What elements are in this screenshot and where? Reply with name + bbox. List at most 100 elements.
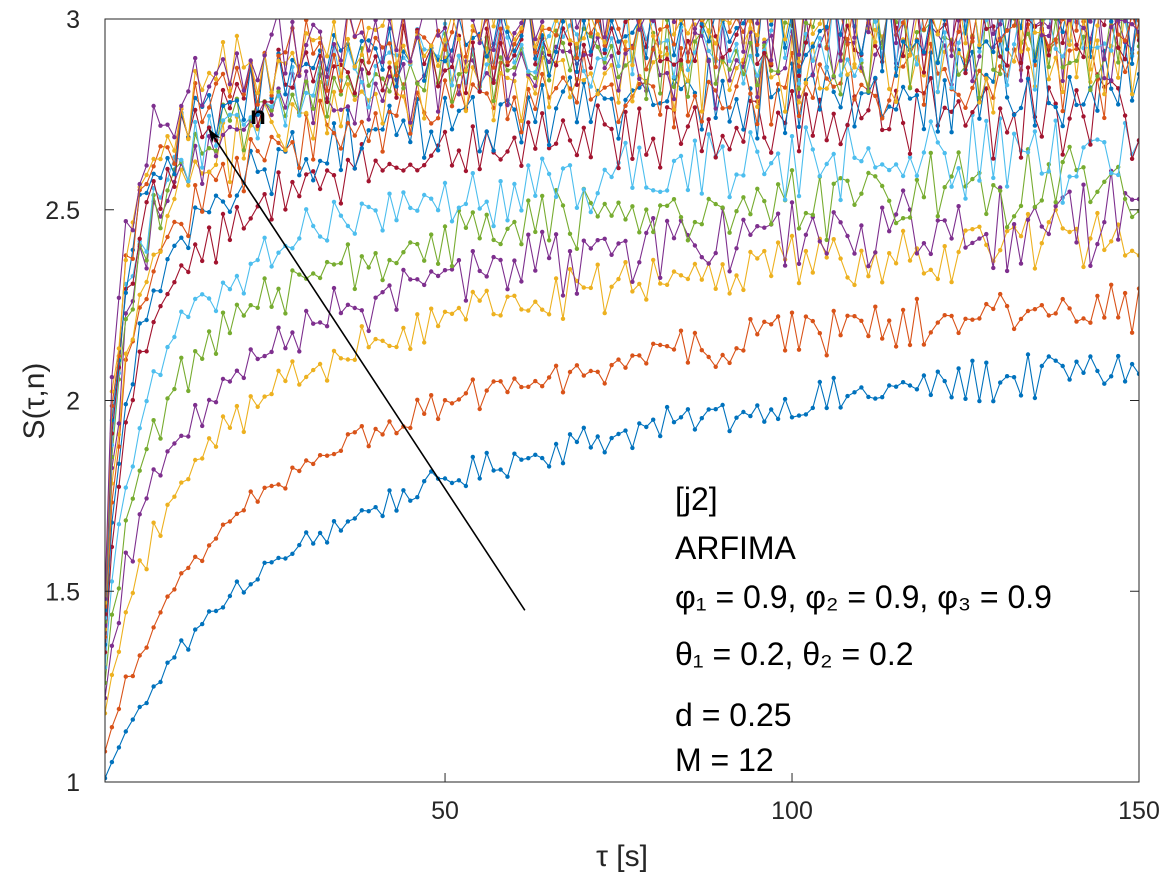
data-point <box>699 191 704 196</box>
data-point <box>1053 358 1058 363</box>
data-point <box>105 611 108 617</box>
data-point <box>893 344 899 349</box>
data-point <box>769 322 774 327</box>
data-point <box>1054 9 1058 13</box>
data-point <box>991 110 996 115</box>
data-point <box>317 320 323 325</box>
data-point <box>352 166 357 171</box>
data-point <box>526 198 531 203</box>
data-point <box>720 106 725 111</box>
data-point <box>1102 140 1107 145</box>
data-point <box>317 186 323 192</box>
data-point <box>671 125 677 130</box>
data-point <box>1053 19 1058 22</box>
data-point <box>762 50 767 56</box>
data-point <box>678 328 684 333</box>
series-6 <box>105 112 1139 670</box>
data-point <box>887 318 892 323</box>
data-point <box>567 38 573 43</box>
data-point <box>727 147 732 152</box>
data-point <box>567 267 573 272</box>
data-point <box>852 15 856 19</box>
data-point <box>373 295 378 300</box>
data-point <box>105 695 108 701</box>
data-point <box>616 75 621 80</box>
data-point <box>734 9 738 13</box>
data-point <box>540 111 545 116</box>
data-point <box>609 19 614 23</box>
data-point <box>692 58 698 64</box>
data-point <box>158 156 163 162</box>
data-point <box>276 53 281 58</box>
data-point <box>581 78 586 83</box>
data-point <box>324 74 330 80</box>
data-point <box>345 104 351 109</box>
data-point <box>824 24 829 30</box>
data-point <box>741 139 746 144</box>
data-point <box>991 156 996 161</box>
data-point <box>900 307 906 313</box>
data-point <box>692 330 698 336</box>
data-point <box>297 173 302 178</box>
data-point <box>144 163 149 168</box>
data-point <box>297 542 302 548</box>
data-point <box>651 136 656 141</box>
data-point <box>762 37 767 42</box>
data-point <box>345 302 351 307</box>
data-point <box>366 204 371 210</box>
data-point <box>727 360 732 366</box>
data-point <box>741 287 746 293</box>
data-point <box>290 57 295 63</box>
data-point <box>213 177 219 183</box>
data-point <box>137 181 142 187</box>
data-point <box>991 183 996 188</box>
data-point <box>241 117 246 123</box>
data-point <box>151 156 156 162</box>
data-point <box>498 71 503 76</box>
data-point <box>1053 55 1058 60</box>
data-point <box>824 353 829 358</box>
data-point <box>929 9 933 13</box>
data-point <box>165 145 170 150</box>
data-point <box>963 105 968 111</box>
data-point <box>1074 174 1079 179</box>
data-point <box>331 52 337 58</box>
data-point <box>588 65 593 71</box>
data-point <box>782 197 788 202</box>
data-point <box>456 305 462 311</box>
data-point <box>498 13 502 17</box>
data-point <box>206 225 212 230</box>
data-point <box>1088 19 1093 24</box>
data-point <box>630 72 635 77</box>
data-point <box>991 399 996 404</box>
data-point <box>818 0 822 3</box>
data-point <box>1018 203 1024 209</box>
data-point <box>671 62 677 67</box>
data-point <box>380 98 385 104</box>
data-point <box>831 181 836 186</box>
data-point <box>546 255 552 261</box>
data-point <box>692 93 698 99</box>
data-point <box>720 55 725 60</box>
data-point <box>477 268 482 274</box>
data-point <box>706 79 711 85</box>
data-point <box>929 5 933 9</box>
data-point <box>422 411 427 416</box>
data-point <box>713 64 718 70</box>
data-point <box>533 193 538 198</box>
data-point <box>644 230 649 236</box>
data-point <box>456 205 462 210</box>
data-point <box>158 249 163 254</box>
data-point <box>116 346 122 351</box>
data-point <box>671 84 677 90</box>
data-point <box>206 169 212 175</box>
data-point <box>782 85 788 90</box>
data-point <box>1053 118 1058 123</box>
data-point <box>408 240 413 245</box>
data-point <box>685 113 691 118</box>
data-point <box>331 348 337 354</box>
data-point <box>338 107 344 113</box>
data-point <box>179 263 184 268</box>
data-point <box>165 291 170 297</box>
data-point <box>137 512 142 517</box>
